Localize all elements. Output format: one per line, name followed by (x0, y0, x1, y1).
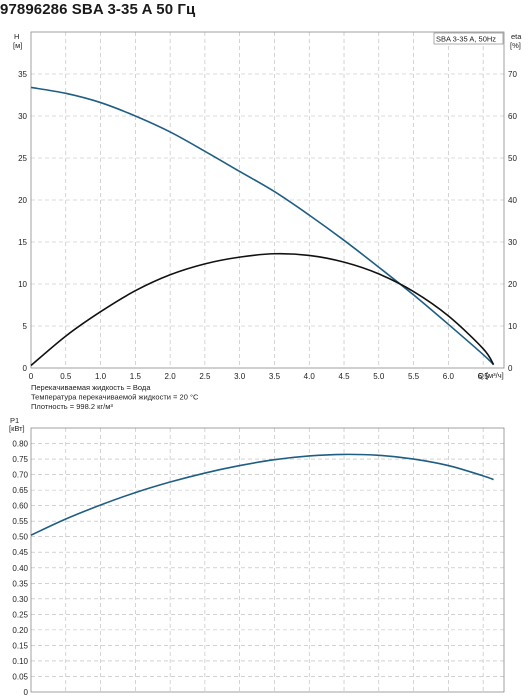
p1-tick-label: 0.05 (12, 672, 28, 681)
x-tick-label: 4.5 (338, 372, 350, 381)
bottom-plot-frame (30, 427, 505, 693)
x-tick-label: 5.0 (373, 372, 385, 381)
bottom-series (30, 453, 494, 536)
y2-tick-label: 60 (508, 112, 517, 121)
fluid-note: Плотность = 998.2 кг/м³ (31, 402, 113, 411)
y-axis-label: H (14, 32, 19, 41)
x-tick-label: 1.0 (95, 372, 107, 381)
p1-tick-label: 0 (24, 688, 29, 696)
x-tick-label: 0.5 (60, 372, 72, 381)
x-tick-label: 6.0 (443, 372, 455, 381)
top-series (30, 86, 495, 367)
p1-tick-label: 0.45 (12, 548, 28, 557)
x-tick-label: 5.5 (408, 372, 420, 381)
p1-tick-label: 0.40 (12, 564, 28, 573)
head-efficiency-chart: 0 5 10 15 20 25 30 35 0 10 20 30 40 50 60 70 0 0.5 1.0 1.5 2… (13, 31, 522, 411)
x-tick-label: 0 (29, 372, 34, 381)
x-tick-label: 6.5 (478, 372, 490, 381)
legend-text: SBA 3-35 A, 50Hz (436, 35, 496, 44)
y-tick-label: 15 (18, 238, 27, 247)
x-axis-label: Q [м³/ч] (478, 371, 504, 380)
y2-tick-label: 50 (508, 154, 517, 163)
x-tick-label: 4.0 (304, 372, 316, 381)
y-tick-label: 25 (18, 154, 27, 163)
p1-tick-label: 0.80 (12, 440, 28, 449)
y-tick-label: 20 (18, 196, 27, 205)
x-tick-label: 2.5 (199, 372, 211, 381)
p1-tick-label: 0.60 (12, 502, 28, 511)
y-tick-label: 35 (18, 70, 27, 79)
p1-tick-label: 0.30 (12, 595, 28, 604)
y2-tick-label: 0 (508, 364, 513, 373)
fluid-note: Перекачиваемая жидкость = Вода (31, 383, 151, 392)
page-title: 97896286 SBA 3-35 A 50 Гц (0, 1, 196, 18)
top-plot-frame (30, 31, 505, 369)
top-axis-labels: 0 5 10 15 20 25 30 35 0 10 20 30 40 50 60 70 0 0.5 1.0 1.5 2… (13, 32, 522, 381)
y-tick-label: 10 (18, 280, 27, 289)
p1-tick-label: 0.55 (12, 517, 28, 526)
legend: SBA 3-35 A, 50Hz (433, 32, 504, 45)
p1-axis-unit: [кВт] (9, 424, 25, 433)
bottom-axis-labels: 0 0.05 0.10 0.15 0.20 0.25 0.30 0.35 0.40 0.45 0.5… (9, 416, 29, 696)
p1-tick-label: 0.35 (12, 579, 28, 588)
p1-tick-label: 0.20 (12, 626, 28, 635)
y2-tick-label: 30 (508, 238, 517, 247)
fluid-note: Температура перекачиваемой жидкости = 20… (31, 393, 199, 402)
y2-axis-unit: [%] (510, 41, 521, 50)
legend-box (433, 32, 504, 45)
efficiency-curve (30, 252, 495, 367)
p1-tick-label: 0.50 (12, 533, 28, 542)
y2-axis-label: eta (511, 32, 522, 41)
y2-tick-label: 40 (508, 196, 517, 205)
x-tick-label: 2.0 (165, 372, 177, 381)
p1-tick-label: 0.10 (12, 657, 28, 666)
top-grid (31, 32, 504, 368)
y-tick-label: 30 (18, 112, 27, 121)
p1-tick-label: 0.15 (12, 641, 28, 650)
p1-tick-label: 0.65 (12, 486, 28, 495)
p1-tick-label: 0.25 (12, 610, 28, 619)
y2-tick-label: 10 (508, 322, 517, 331)
y2-tick-label: 20 (508, 280, 517, 289)
y-axis-unit: [м] (13, 41, 22, 50)
head-curve (30, 86, 495, 366)
p1-axis-label: P1 (10, 416, 19, 425)
x-tick-label: 1.5 (130, 372, 142, 381)
bottom-grid (31, 428, 504, 692)
y-tick-label: 0 (23, 364, 28, 373)
fluid-notes: Перекачиваемая жидкость = ВодаТемператур… (31, 383, 199, 411)
y2-tick-label: 70 (508, 70, 517, 79)
x-tick-label: 3.5 (269, 372, 281, 381)
p1-tick-label: 0.70 (12, 471, 28, 480)
power-curve (30, 453, 494, 536)
p1-tick-label: 0.75 (12, 455, 28, 464)
power-chart: 0 0.05 0.10 0.15 0.20 0.25 0.30 0.35 0.40 0.45 0.5… (9, 416, 505, 696)
x-tick-label: 3.0 (234, 372, 246, 381)
y-tick-label: 5 (23, 322, 28, 331)
